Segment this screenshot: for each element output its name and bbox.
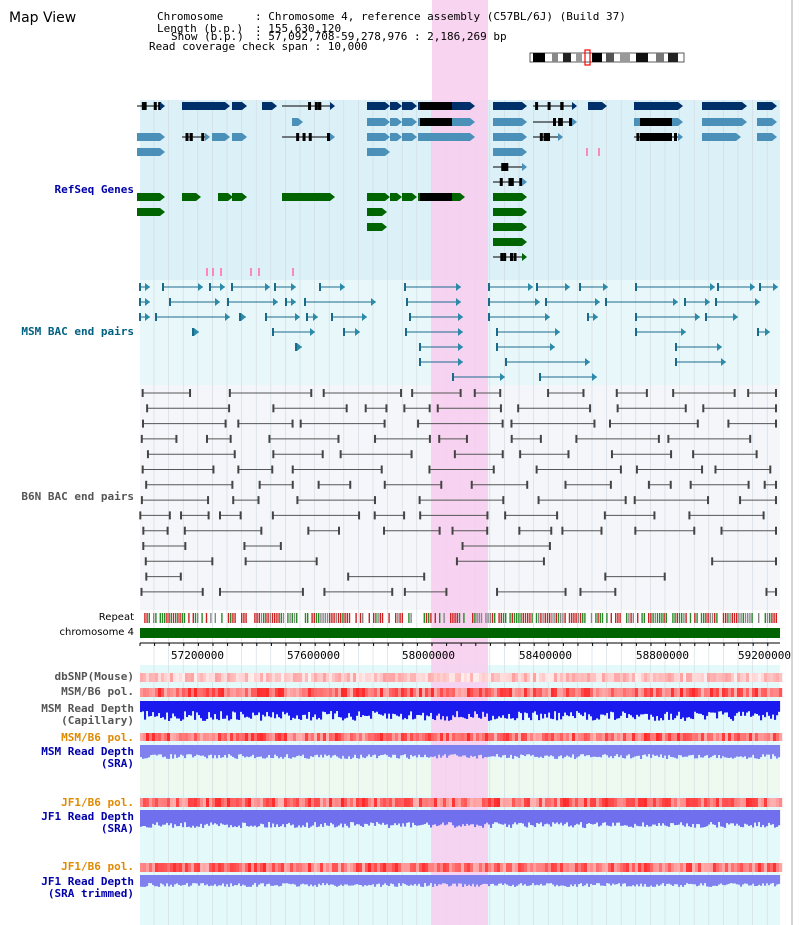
selection-highlight[interactable] bbox=[432, 0, 488, 925]
repeat-track[interactable] bbox=[144, 613, 777, 623]
track-label-msm-bac[interactable]: MSM BAC end pairs bbox=[21, 325, 134, 338]
window-title: Map View bbox=[9, 10, 77, 26]
axis-tick-label: 57200000 bbox=[171, 649, 224, 662]
info-chromosome-value: : Chromosome 4, reference assembly (C57B… bbox=[255, 10, 626, 23]
msm-bac-features[interactable] bbox=[139, 283, 778, 381]
depth-tracks[interactable] bbox=[140, 701, 781, 887]
track-label-msm-pol-2[interactable]: MSM/B6 pol. bbox=[61, 731, 134, 744]
track-label-repeat[interactable]: Repeat bbox=[98, 612, 134, 623]
track-label-chromosome[interactable]: chromosome 4 bbox=[59, 627, 134, 638]
track-label-msm-depth-cap-2[interactable]: (Capillary) bbox=[61, 714, 134, 727]
track-label-b6n-bac[interactable]: B6N BAC end pairs bbox=[21, 490, 134, 503]
track-label-dbsnp[interactable]: dbSNP(Mouse) bbox=[54, 670, 134, 683]
chromosome-bar[interactable] bbox=[140, 628, 780, 638]
heatmap-tracks[interactable] bbox=[140, 673, 783, 872]
track-label-jf1-pol-2[interactable]: JF1/B6 pol. bbox=[61, 860, 134, 873]
track-label-msm-depth-sra-1[interactable]: MSM Read Depth bbox=[41, 745, 134, 758]
info-chromosome-key: Chromosome bbox=[157, 10, 224, 23]
axis-line bbox=[139, 642, 780, 646]
axis-tick-label: 57600000 bbox=[287, 649, 340, 662]
track-label-msm-depth-cap-1[interactable]: MSM Read Depth bbox=[41, 702, 134, 715]
track-label-jf1-pol[interactable]: JF1/B6 pol. bbox=[61, 796, 134, 809]
info-coverage: Read coverage check span : 10,000 bbox=[149, 40, 368, 53]
track-label-jf1-depth-sra-1[interactable]: JF1 Read Depth bbox=[41, 810, 134, 823]
track-label-refseq[interactable]: RefSeq Genes bbox=[54, 183, 134, 196]
axis-tick-label: 59200000 bbox=[738, 649, 791, 662]
track-label-jf1-depth-sra-2[interactable]: (SRA) bbox=[100, 822, 134, 835]
track-label-msm-depth-sra-2[interactable]: (SRA) bbox=[100, 757, 134, 770]
axis-tick-label: 58800000 bbox=[636, 649, 689, 662]
chromosome-ideogram[interactable] bbox=[529, 49, 685, 66]
axis-tick-label: 58400000 bbox=[519, 649, 572, 662]
info-length-key: Length (b.p.) bbox=[157, 22, 244, 35]
info-show-value: : 57,092,708-59,278,976 : 2,186,269 bp bbox=[255, 30, 507, 43]
b6n-bac-features[interactable] bbox=[139, 389, 777, 596]
axis-tick-label: 58000000 bbox=[402, 649, 455, 662]
info-length-value: : 155,630,120 bbox=[255, 22, 342, 35]
refseq-gene-features[interactable] bbox=[137, 102, 777, 276]
track-label-msm-pol[interactable]: MSM/B6 pol. bbox=[61, 685, 134, 698]
track-label-jf1-trim-2[interactable]: (SRA trimmed) bbox=[47, 887, 134, 900]
track-label-jf1-trim-1[interactable]: JF1 Read Depth bbox=[41, 875, 134, 888]
info-show-key: Show (b.p.) bbox=[171, 30, 244, 43]
